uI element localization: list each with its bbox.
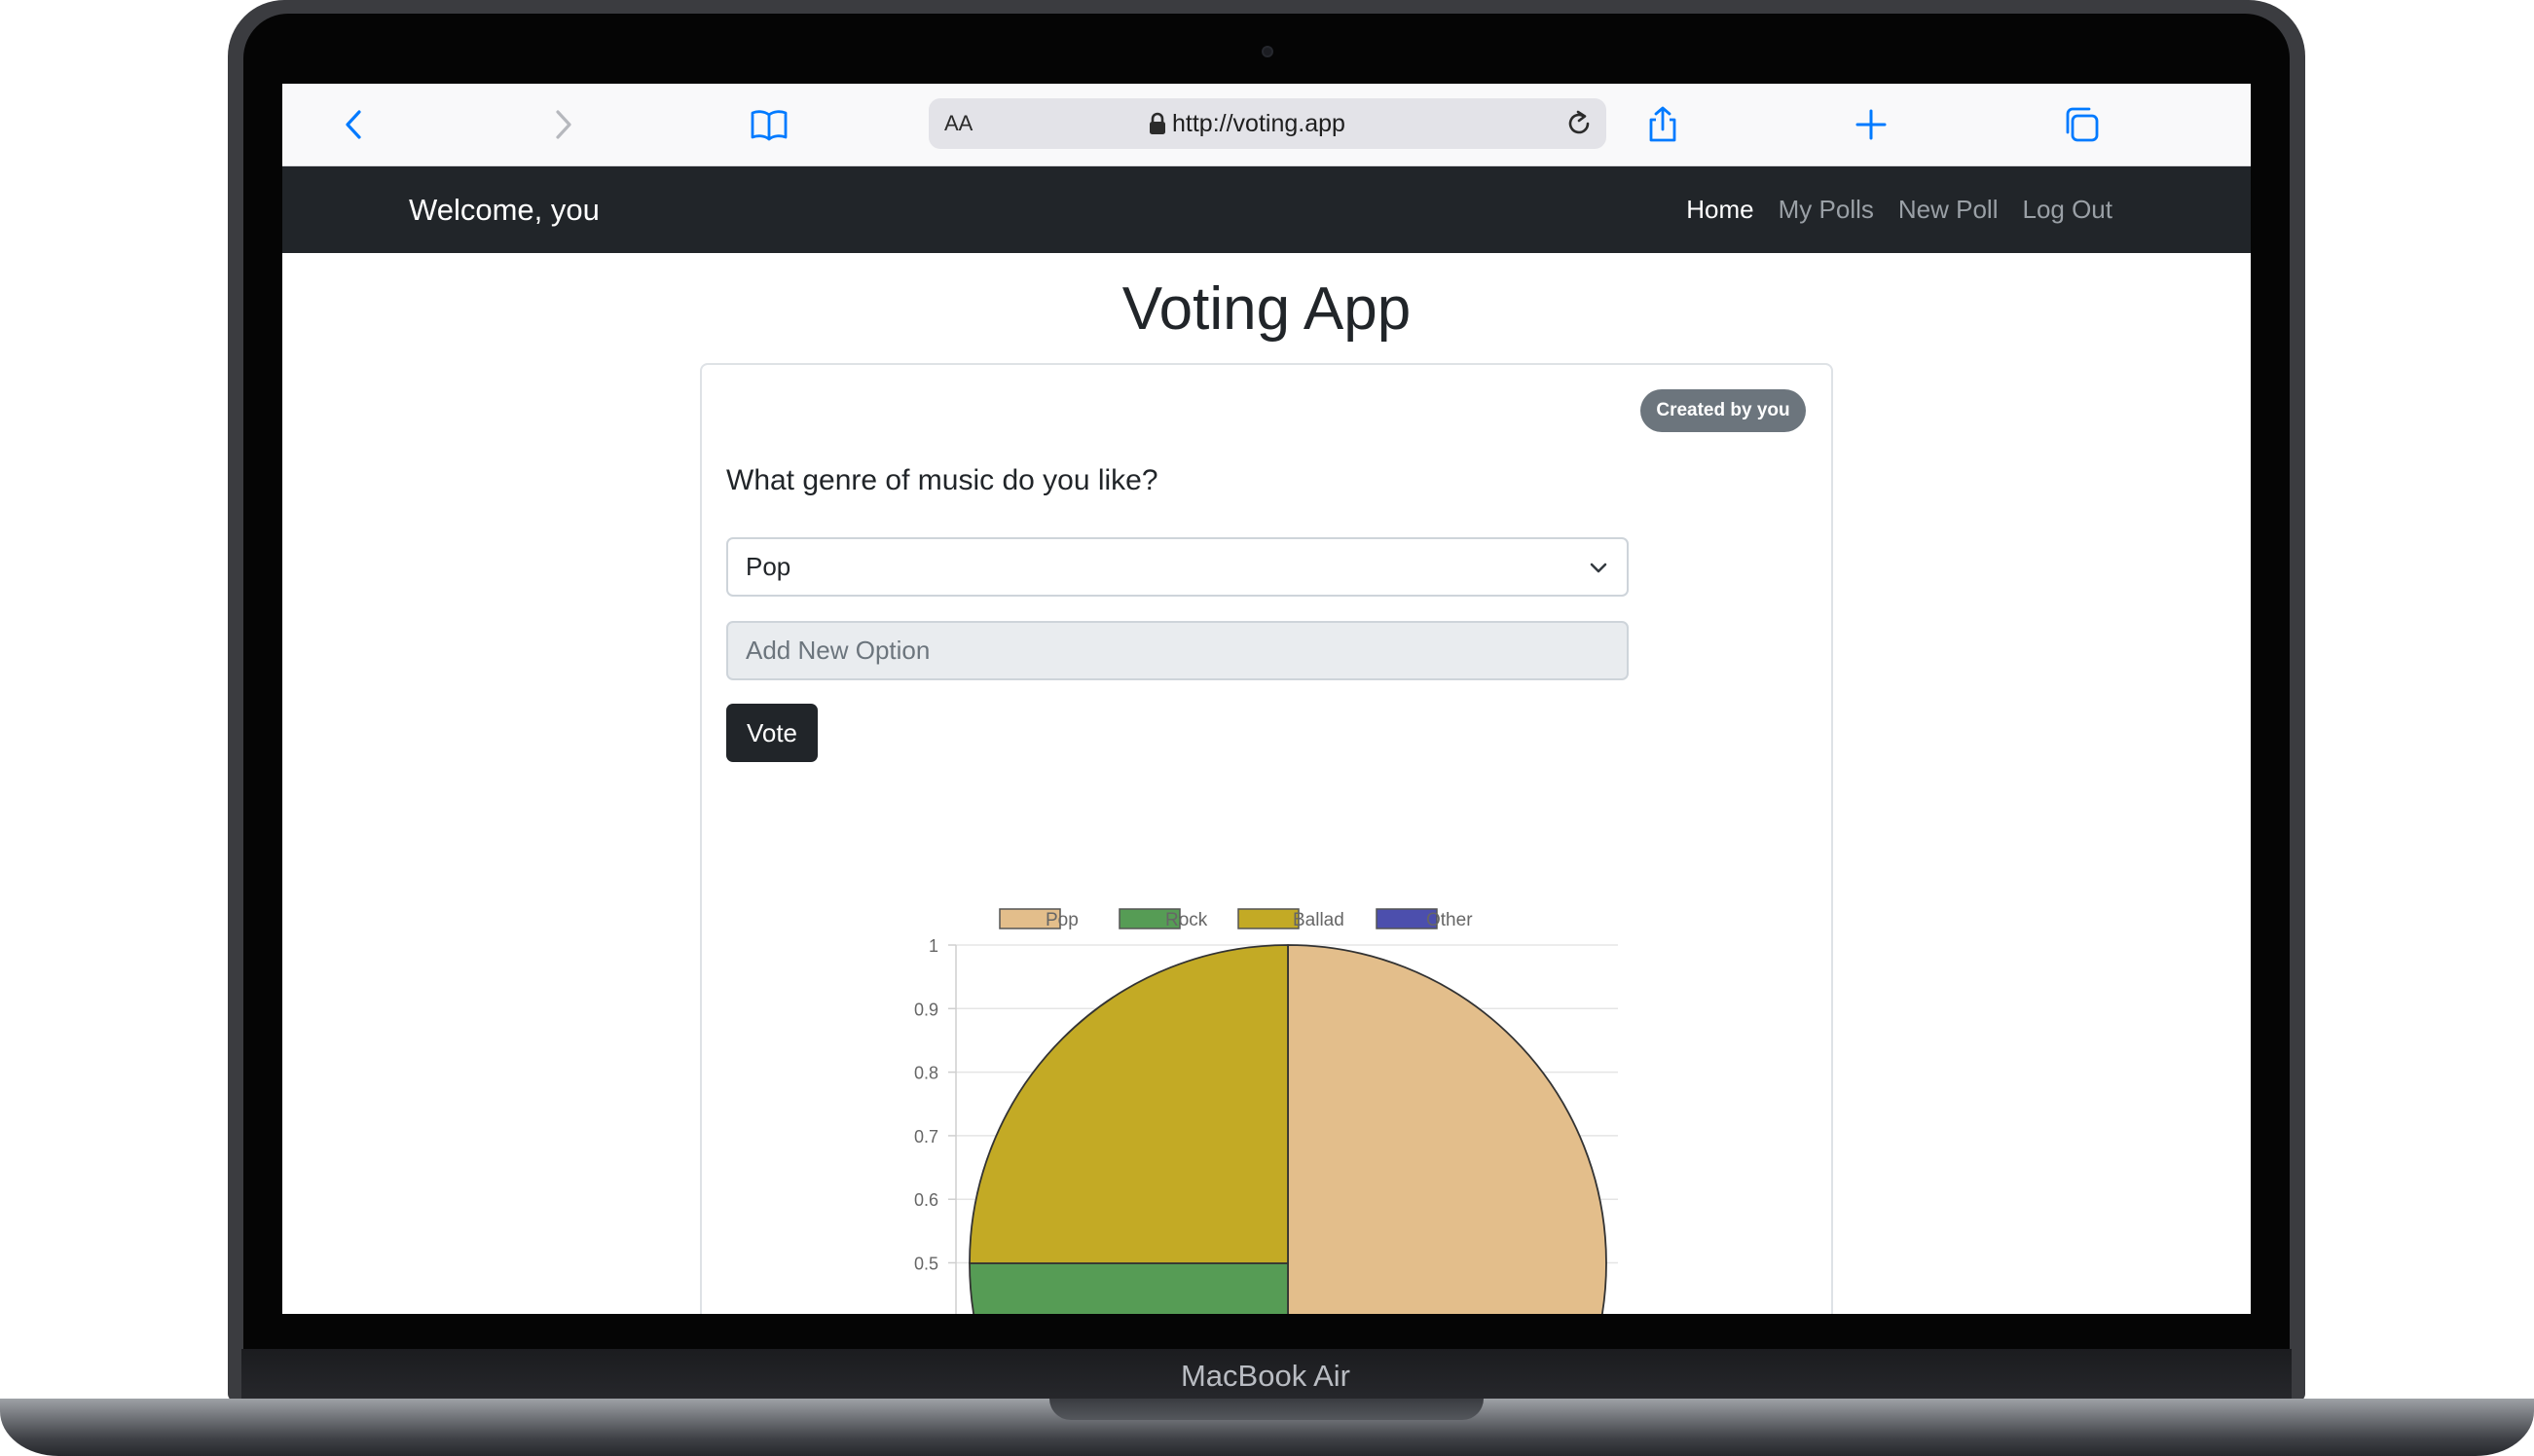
legend-swatch-other [1376, 908, 1438, 929]
chevron-down-icon [1590, 563, 1607, 573]
share-icon[interactable] [1641, 103, 1684, 146]
option-select[interactable]: Pop [726, 537, 1629, 597]
y-tick-label: 1 [929, 936, 938, 956]
nav-my-polls[interactable]: My Polls [1778, 195, 1874, 224]
screen: AA http://voting.app [282, 84, 2251, 1314]
device-label: MacBook Air [1180, 1359, 1350, 1393]
legend-swatch-ballad [1237, 908, 1300, 929]
navbar-links: Home My Polls New Poll Log Out [1686, 166, 2112, 253]
browser-toolbar: AA http://voting.app [282, 84, 2251, 166]
url-text: http://voting.app [1172, 110, 1345, 137]
created-by-badge: Created by you [1640, 389, 1806, 432]
new-tab-icon[interactable] [1850, 103, 1892, 146]
y-tick-label: 0.6 [914, 1190, 938, 1210]
y-tick-label: 0.5 [914, 1255, 938, 1274]
legend-label-rock: Rock [1165, 910, 1208, 930]
back-icon[interactable] [333, 103, 376, 146]
laptop-chin [241, 1349, 2292, 1400]
legend-label-pop: Pop [1046, 910, 1079, 930]
legend-label-ballad: Ballad [1293, 910, 1344, 930]
nav-log-out[interactable]: Log Out [2022, 195, 2112, 224]
y-tick-label: 0.8 [914, 1064, 938, 1083]
camera-icon [1262, 46, 1273, 57]
legend-swatch-rock [1119, 908, 1181, 929]
lock-icon [1150, 112, 1165, 134]
navbar-brand[interactable]: Welcome, you [409, 193, 600, 227]
forward-icon[interactable] [541, 103, 584, 146]
page-title: Voting App [1121, 275, 1412, 343]
pie-slice-ballad [969, 944, 1289, 1264]
y-tick-label: 0.9 [914, 1000, 938, 1019]
tabs-icon[interactable] [2060, 103, 2103, 146]
legend-swatch-pop [999, 908, 1061, 929]
bookmarks-icon[interactable] [748, 103, 790, 146]
vote-button[interactable]: Vote [726, 704, 818, 762]
address-bar[interactable]: AA http://voting.app [929, 98, 1606, 149]
pie-slice-rock [969, 1262, 1289, 1314]
pie-slice-pop [1287, 944, 1607, 1314]
nav-home[interactable]: Home [1686, 195, 1754, 224]
poll-question: What genre of music do you like? [726, 464, 1158, 496]
nav-new-poll[interactable]: New Poll [1897, 195, 1999, 224]
selected-option: Pop [746, 552, 791, 581]
legend-label-other: Other [1426, 910, 1473, 930]
y-tick-label: 0.7 [914, 1127, 938, 1147]
laptop-notch [1049, 1399, 1484, 1420]
reload-icon[interactable] [1563, 108, 1595, 139]
new-option-input[interactable] [726, 621, 1629, 680]
text-size-button[interactable]: AA [944, 111, 973, 135]
app-navbar: Welcome, you Home My Polls New Poll Log … [282, 166, 2251, 253]
